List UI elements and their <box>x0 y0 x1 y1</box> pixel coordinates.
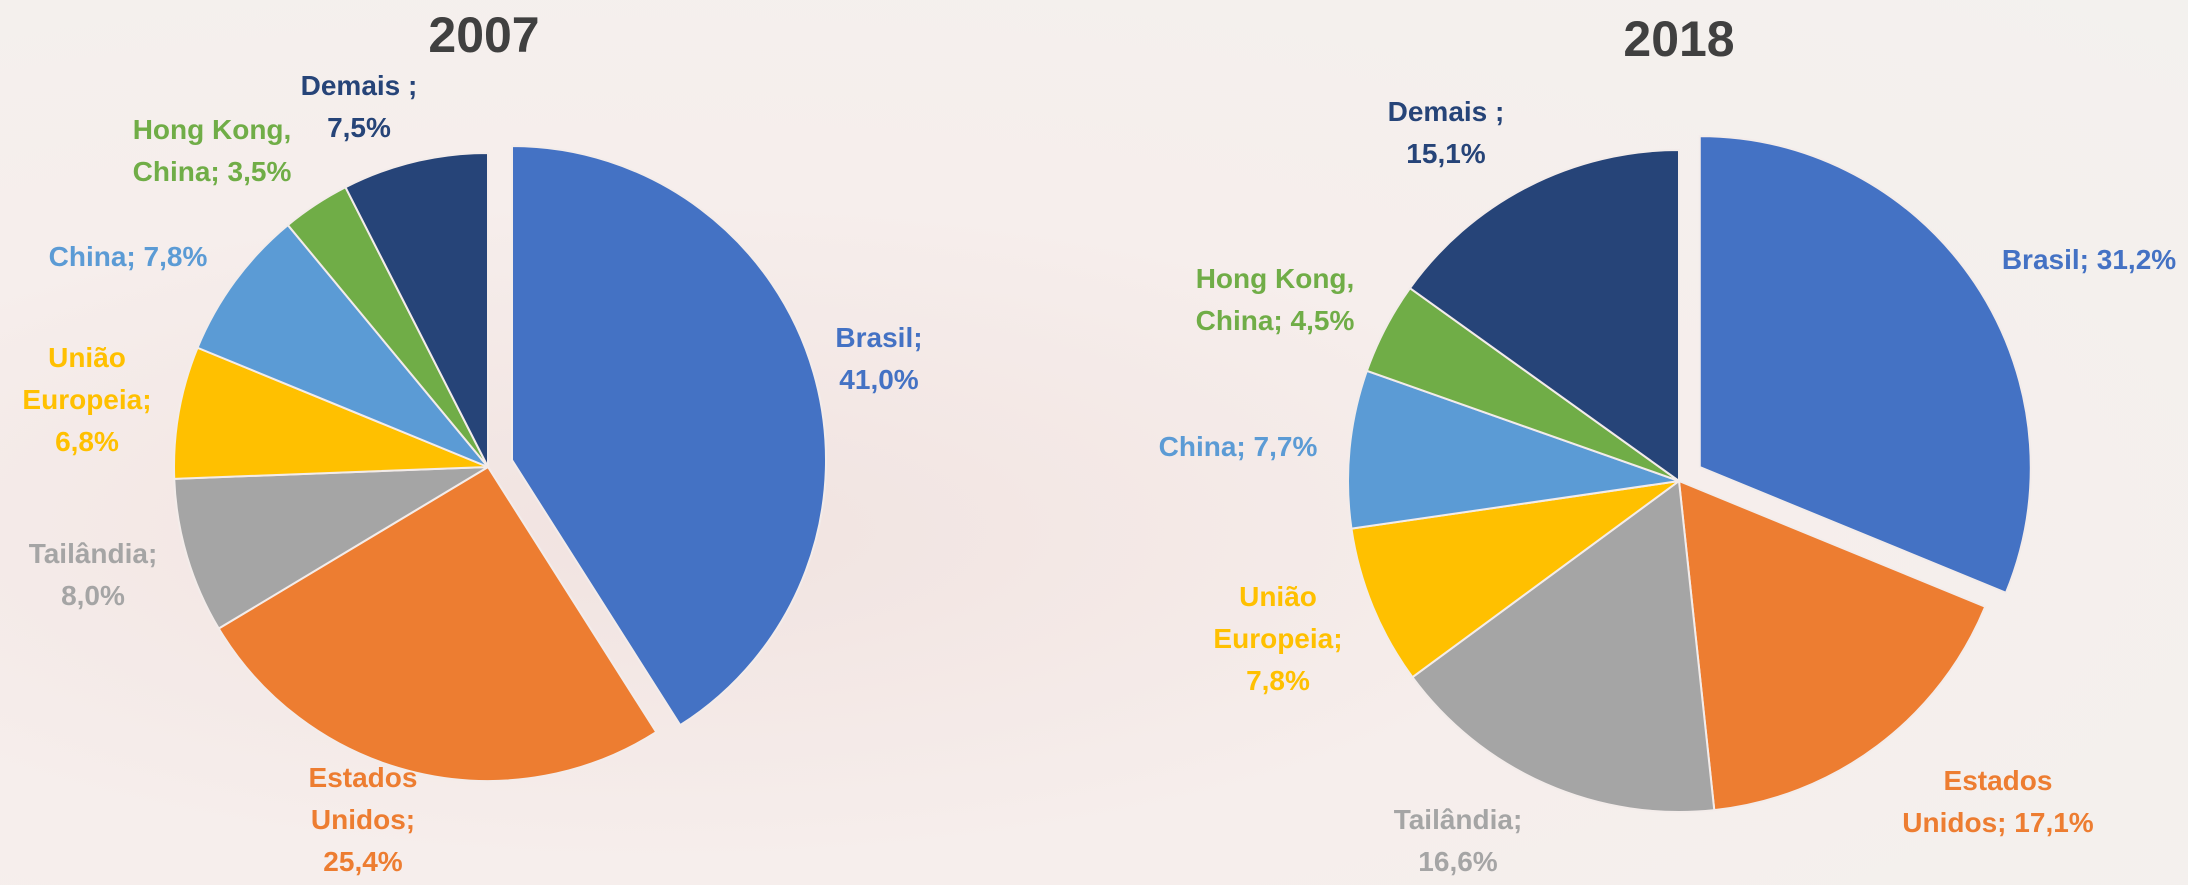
category-label: Brasil; <box>835 322 923 353</box>
data-label: Hong Kong, China; 4,5% <box>1180 258 1370 342</box>
data-label: Tailândia; 16,6% <box>1373 799 1543 883</box>
value-label: 6,8% <box>55 426 119 457</box>
pie-slice <box>344 151 489 468</box>
data-label: Estados Unidos; 17,1% <box>1896 760 2101 844</box>
category-label: Demais ; <box>300 70 418 101</box>
value-label: 15,1% <box>1406 138 1486 169</box>
category-label: Hong Kong, China; <box>1195 263 1355 336</box>
category-label: Tailândia; <box>28 538 158 569</box>
data-label: União Europeia; 7,8% <box>1198 576 1358 702</box>
pie-slice <box>1350 480 1680 679</box>
data-label: União Europeia; 6,8% <box>7 337 167 463</box>
value-label: 4,5% <box>1290 305 1355 336</box>
data-label: China; 7,8% <box>49 236 208 278</box>
data-label: Estados Unidos; 25,4% <box>288 757 438 883</box>
pie-slice <box>1408 148 1680 483</box>
value-label: 3,5% <box>227 156 292 187</box>
category-label: Hong Kong, China; <box>132 114 292 187</box>
value-label: 7,7% <box>1253 431 1318 462</box>
data-label: China; 7,7% <box>1159 426 1318 468</box>
pie-slice <box>1677 479 1987 812</box>
pie-slice <box>1411 479 1716 813</box>
value-label: 41,0% <box>839 364 919 395</box>
data-label: Demais ; 15,1% <box>1376 91 1516 175</box>
chart-title: 2018 <box>1623 11 1735 67</box>
pie-slice <box>196 223 489 468</box>
pie-slice <box>173 466 489 630</box>
value-label: 25,4% <box>323 846 403 877</box>
category-label: China; <box>48 241 136 272</box>
data-label: Brasil; 31,2% <box>2002 239 2176 281</box>
chart-title: 2007 <box>428 7 540 63</box>
data-label: Demais ; 7,5% <box>289 65 429 149</box>
category-label: Estados Unidos; <box>308 762 418 835</box>
value-label: 8,0% <box>61 580 125 611</box>
pie-slice <box>173 346 489 480</box>
value-label: 7,5% <box>327 112 391 143</box>
pie-slice <box>1347 369 1680 530</box>
data-label: Hong Kong, China; 3,5% <box>117 109 307 193</box>
category-label: Tailândia; <box>1393 804 1523 835</box>
value-label: 16,6% <box>1418 846 1498 877</box>
category-label: China; <box>1158 431 1246 462</box>
pie-slice <box>511 145 827 727</box>
value-label: 31,2% <box>2096 244 2177 275</box>
category-label: Demais ; <box>1387 96 1505 127</box>
category-label: União Europeia; <box>1213 581 1343 654</box>
value-label: 17,1% <box>2014 807 2094 838</box>
category-label: Estados Unidos; <box>1902 765 2053 838</box>
data-label: Tailândia; 8,0% <box>8 533 178 617</box>
pie-slice <box>217 465 658 782</box>
category-label: União Europeia; <box>22 342 152 415</box>
pie-slice <box>1698 135 2032 595</box>
data-label: Brasil; 41,0% <box>814 317 944 401</box>
category-label: Brasil; <box>2001 244 2089 275</box>
value-label: 7,8% <box>1246 665 1310 696</box>
value-label: 7,8% <box>143 241 208 272</box>
